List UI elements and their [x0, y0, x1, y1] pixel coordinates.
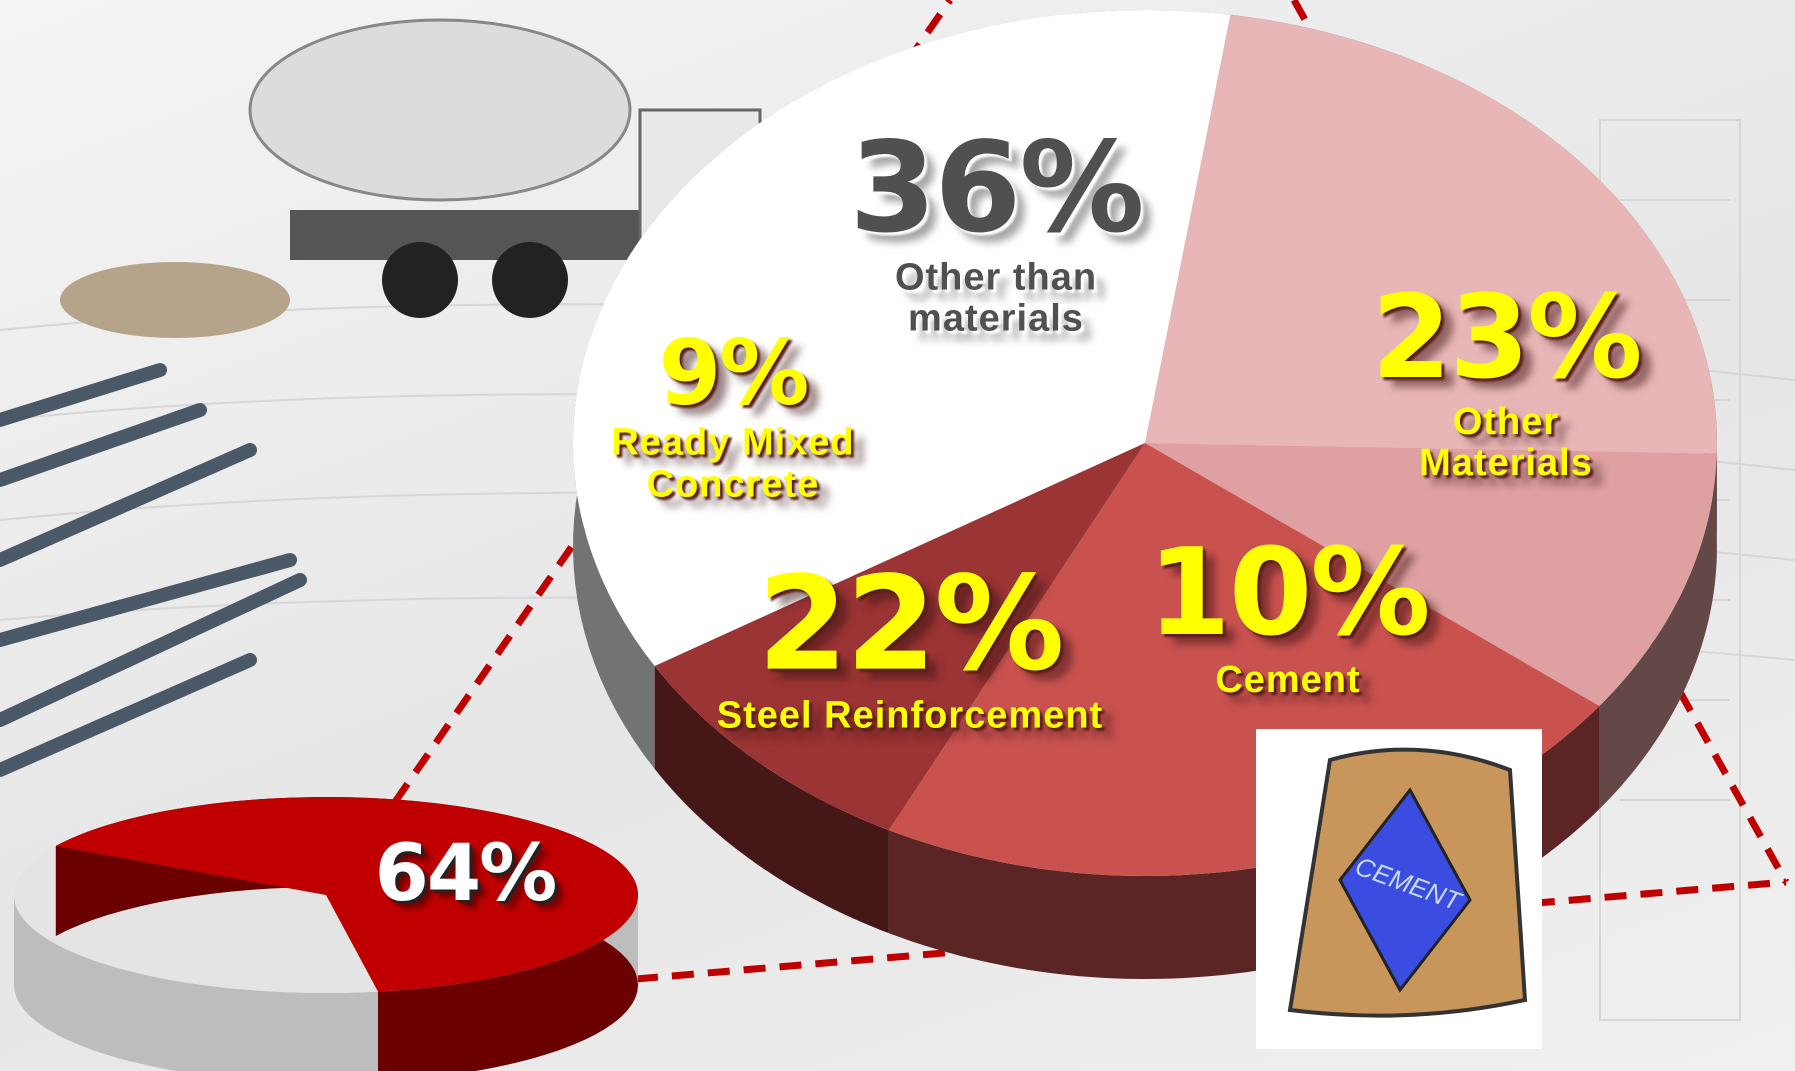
rebar [0, 403, 207, 487]
rebar [0, 653, 257, 777]
slice-label: 64% [335, 829, 595, 920]
category-label: Ready Mixed Concrete [611, 421, 855, 506]
pie-slice [654, 443, 1145, 831]
rebar [0, 573, 307, 727]
rebar-illustration [0, 363, 307, 777]
rebar [0, 443, 257, 567]
percent-label: 22% [757, 547, 1064, 700]
mixer-drum [248, 18, 632, 202]
wheel [382, 242, 458, 318]
percent-label: 23% [1371, 270, 1642, 405]
percent-label: 9% [658, 320, 810, 426]
gravel-pile [60, 262, 290, 338]
rebar [0, 553, 297, 647]
pie-slice [55, 797, 638, 992]
slice-label: 9% Ready Mixed Concrete [573, 324, 893, 507]
category-label: Other Materials [1419, 400, 1593, 485]
rebar [0, 363, 167, 427]
pie-chart [14, 797, 638, 1071]
pies [14, 10, 1718, 1071]
percent-label: 36% [849, 115, 1144, 261]
wheel [492, 242, 568, 318]
percent-label: 64% [374, 829, 558, 920]
category-label: Cement [1215, 659, 1361, 702]
percent-label: 10% [1147, 524, 1430, 664]
bag-diamond [1338, 787, 1472, 993]
pie-slice-side [654, 666, 889, 934]
slice-label: 10% Cement [1138, 528, 1438, 702]
slice-label: 22% Steel Reinforcement [630, 547, 1190, 738]
category-label: Other than materials [894, 255, 1098, 340]
pie-slice [1145, 443, 1717, 706]
pie-slice-side [1599, 453, 1717, 809]
cement-bag-illustration: CEMENT [1256, 729, 1542, 1049]
slice-label: 23% Other Materials [1366, 275, 1646, 485]
category-label: Steel Reinforcement [716, 694, 1104, 737]
pie-slice [573, 10, 1231, 667]
pie-chart [573, 10, 1718, 979]
slice-label: 36% Other than materials [846, 119, 1146, 340]
pie-slice [1145, 14, 1718, 454]
